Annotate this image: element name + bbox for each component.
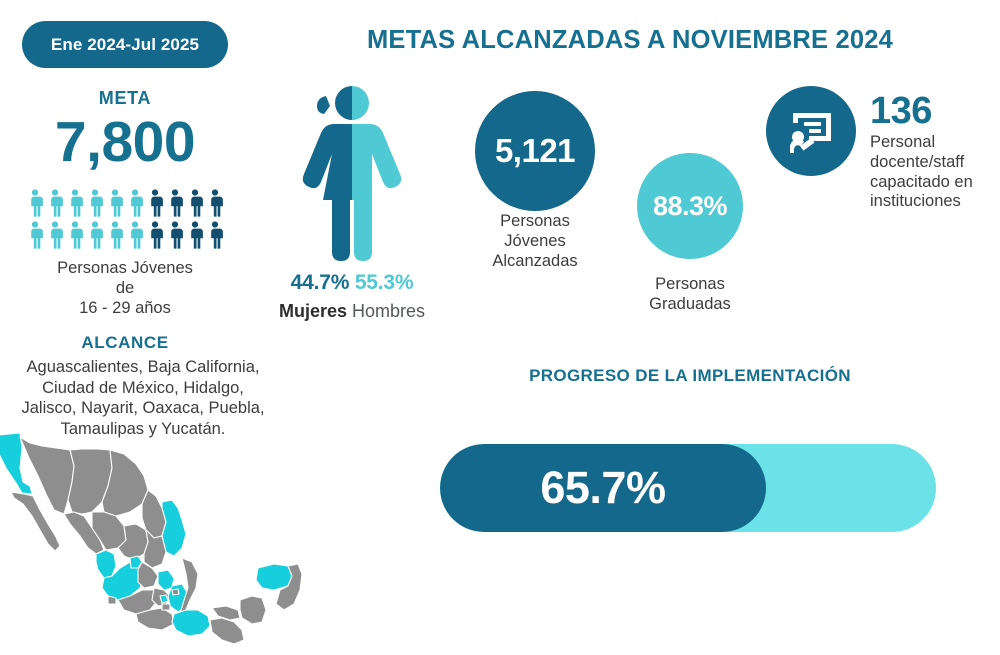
state-tabasco (211, 605, 241, 621)
state-chiapas (209, 617, 245, 645)
alcance-label: ALCANCE (81, 333, 169, 352)
graduadas-caption: Personas Graduadas (649, 275, 731, 313)
people-pictogram-row (0, 220, 250, 250)
stat-circle-graduadas: 88.3% (637, 153, 743, 259)
state-colima (107, 595, 117, 605)
mexico-map-svg (0, 432, 303, 645)
staff-icon-badge (766, 86, 856, 176)
graduadas-value: 88.3% (652, 190, 728, 221)
person-icon (210, 221, 223, 249)
alcance-states-text: Aguascalientes, Baja California, Ciudad d… (21, 358, 265, 438)
progress-bar-fill: 65.7% (440, 444, 766, 532)
person-icon (90, 221, 103, 249)
staff-value: 136 (870, 90, 932, 132)
men-percentage: 55.3% (354, 271, 414, 294)
progress-title: PROGRESO DE LA IMPLEMENTACIÓN (529, 366, 851, 385)
person-icon (130, 189, 143, 217)
gender-split-block: 44.7% 55.3% Mujeres Hombres (252, 82, 452, 322)
person-icon (70, 189, 83, 217)
meta-label: META (98, 88, 152, 108)
gender-percentages: 44.7% 55.3% (252, 271, 452, 295)
state-chihuahua (67, 448, 113, 515)
progress-bar-track: 65.7% (440, 444, 936, 532)
state-morelos (161, 603, 171, 611)
state-sinaloa (63, 511, 105, 555)
women-label: Mujeres (278, 301, 347, 321)
state-ciudad-de-mexico (159, 594, 169, 604)
state-quintana-roo (275, 563, 303, 611)
person-icon (50, 221, 63, 249)
meta-caption: Personas Jóvenes de 16 - 29 años (57, 259, 193, 318)
person-icon (30, 221, 43, 249)
state-baja-california (0, 432, 33, 495)
date-range-badge: Ene 2024-Jul 2025 (22, 21, 228, 68)
alcanzadas-value: 5,121 (494, 132, 576, 169)
people-pictogram (0, 188, 250, 252)
alcanzadas-caption: Personas Jóvenes Alcanzadas (492, 212, 578, 270)
meta-value: 7,800 (54, 110, 196, 174)
person-icon (110, 189, 123, 217)
people-pictogram-row (0, 188, 250, 218)
men-label: Hombres (352, 301, 426, 321)
state-tlaxcala (171, 588, 180, 596)
man-half (352, 86, 402, 261)
person-icon (190, 189, 203, 217)
staff-caption: Personal docente/staff capacitado en instit… (870, 133, 973, 211)
person-icon (210, 189, 223, 217)
page-title: METAS ALCANZADAS A NOVIEMBRE 2024 (366, 26, 894, 54)
date-range-label: Ene 2024-Jul 2025 (50, 34, 200, 54)
person-icon (170, 189, 183, 217)
state-campeche (239, 595, 267, 625)
person-icon (170, 221, 183, 249)
state-baja-california-sur (10, 491, 61, 552)
women-percentage: 44.7% (290, 271, 350, 294)
state-oaxaca (171, 609, 211, 637)
state-san-luis-potosi (143, 529, 167, 569)
state-nayarit (95, 549, 117, 579)
person-icon (110, 221, 123, 249)
woman-half (302, 86, 352, 261)
person-icon (90, 189, 103, 217)
person-icon (130, 221, 143, 249)
state-guanajuato (137, 561, 159, 589)
gender-labels: Mujeres Hombres (252, 301, 452, 322)
person-icon (150, 189, 163, 217)
person-icon (30, 189, 43, 217)
mexico-map (0, 424, 336, 650)
person-icon (70, 221, 83, 249)
gender-split-person-icon (302, 86, 402, 261)
person-icon (190, 221, 203, 249)
presentation-teacher-icon (790, 113, 831, 153)
person-icon (50, 189, 63, 217)
progress-value-label: 65.7% (540, 462, 666, 513)
stat-circle-alcanzadas: 5,121 (475, 91, 595, 211)
state-coahuila (101, 449, 149, 517)
person-icon (150, 221, 163, 249)
state-tamaulipas (161, 499, 187, 557)
